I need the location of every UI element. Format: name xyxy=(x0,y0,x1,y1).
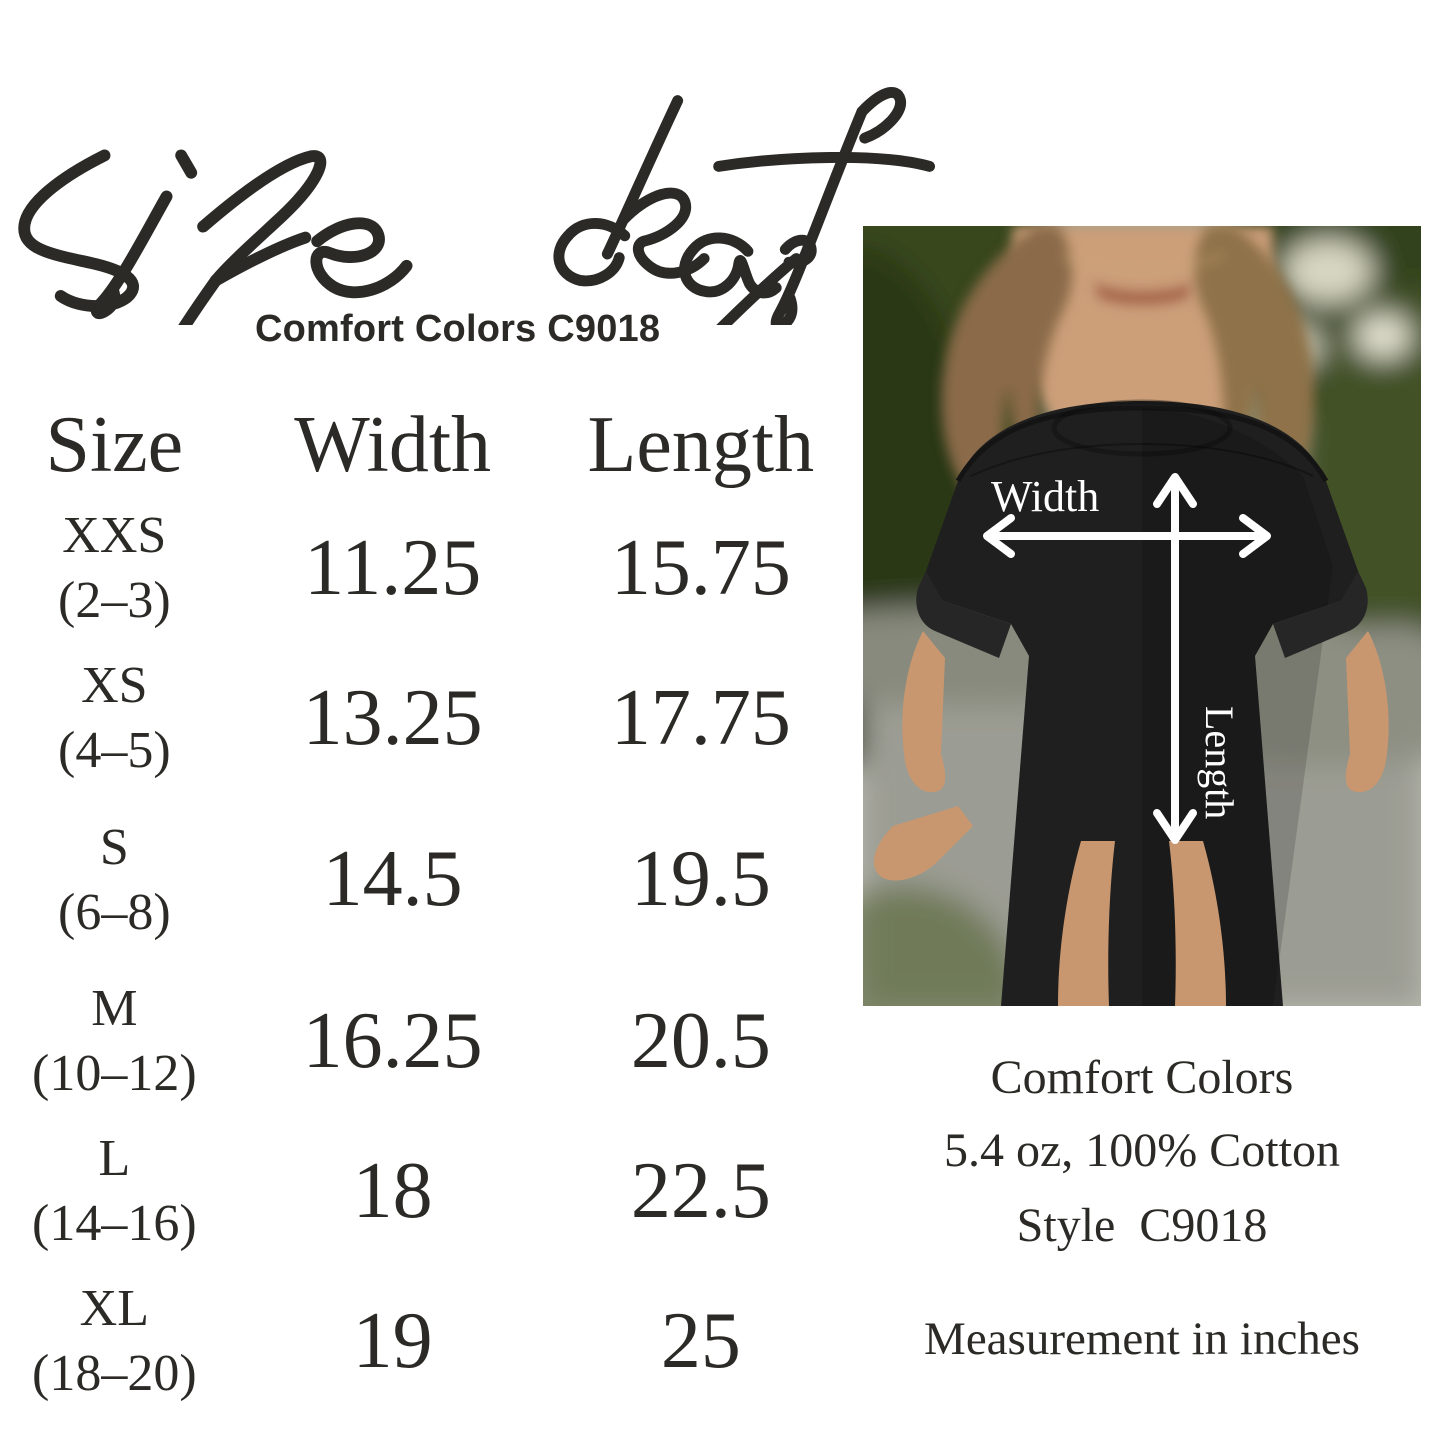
svg-text:Length: Length xyxy=(1197,706,1242,819)
svg-text:Width: Width xyxy=(991,472,1099,521)
